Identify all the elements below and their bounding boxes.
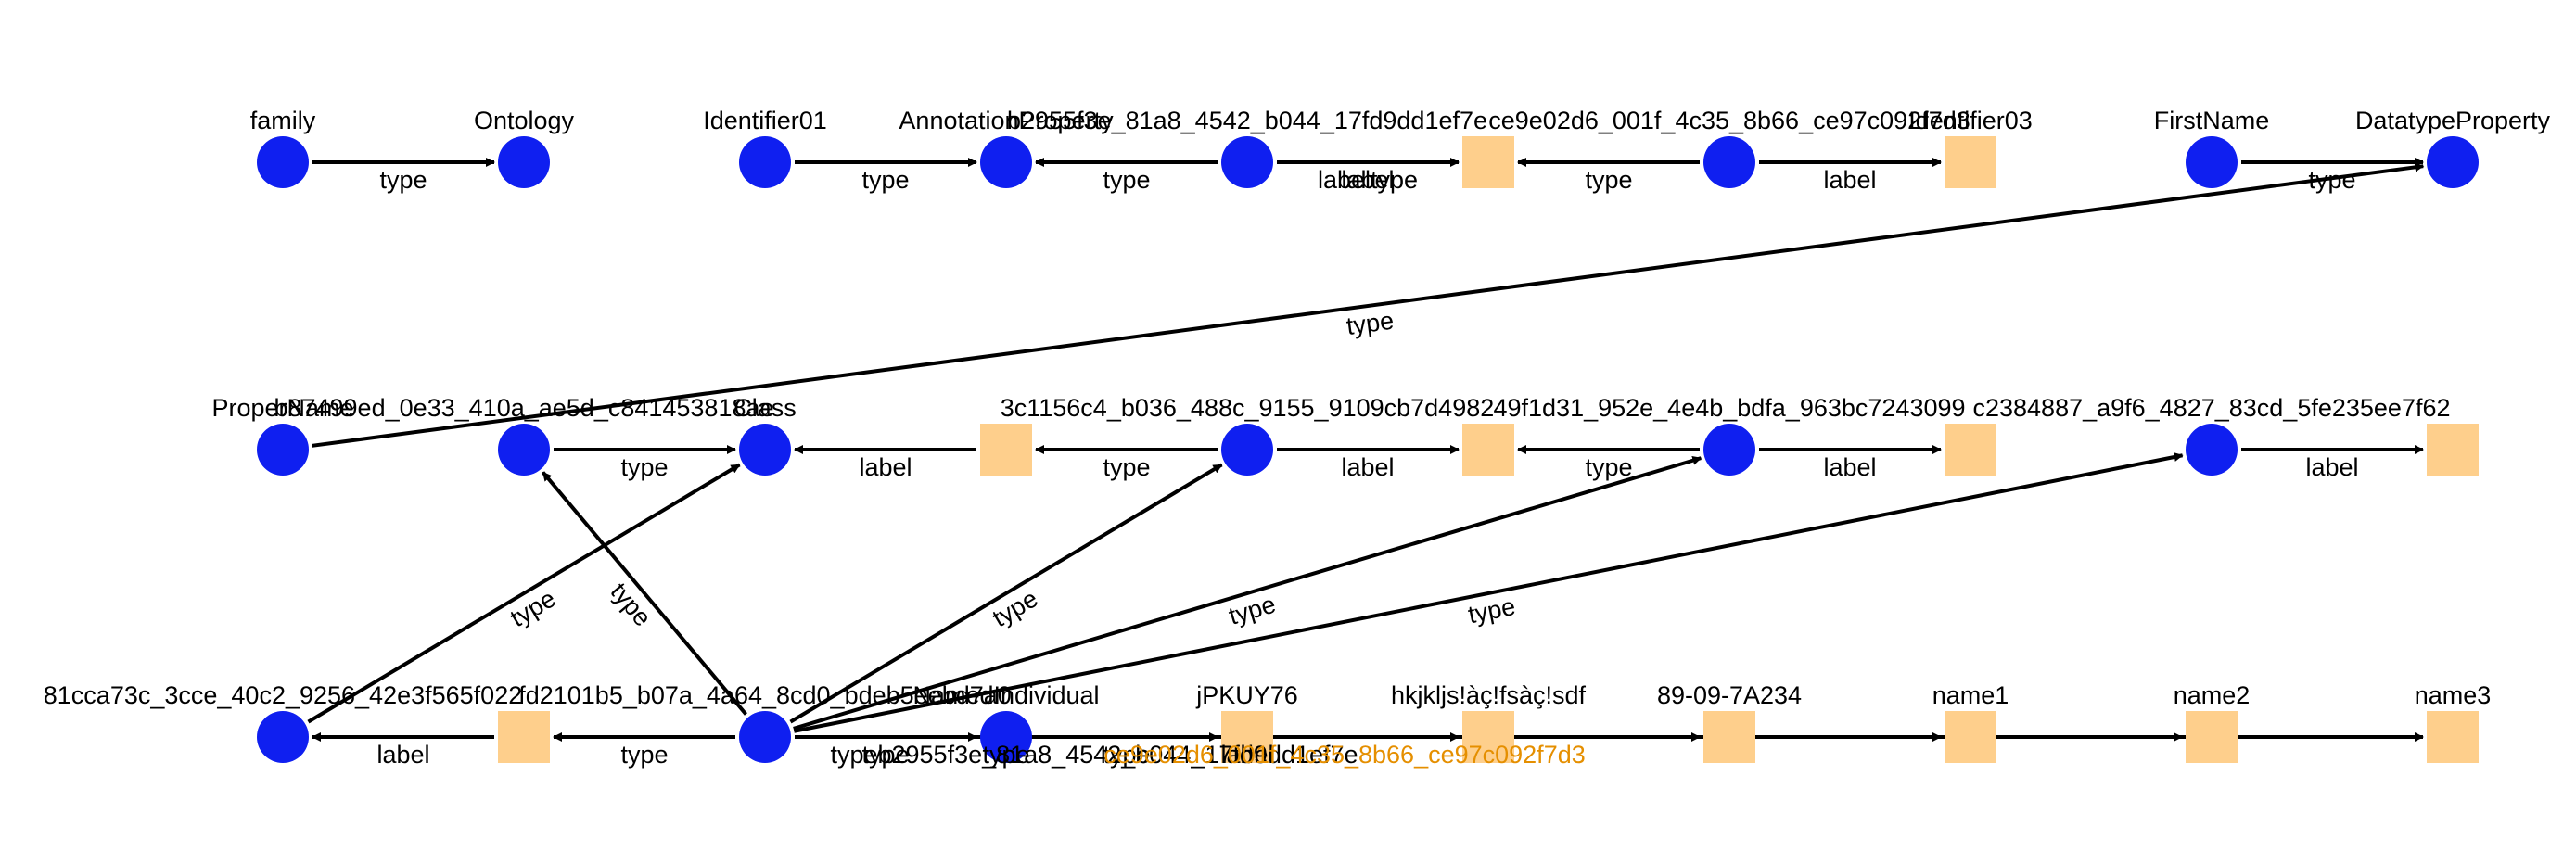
edge-label: type [606, 578, 657, 631]
node-label: 49f1d31_952e_4e4b_bdfa_963bc7243099 [1493, 394, 1965, 422]
resource-node-c2384887[interactable] [2186, 424, 2238, 476]
node-label: name3 [2415, 681, 2492, 709]
resource-node-b2955f3e[interactable] [1221, 136, 1273, 188]
node-label: ce9e02d6_001f_4c35_8b66_ce97c092f7d3 [1488, 107, 1970, 134]
edge-label: type [2308, 166, 2355, 194]
literal-node-name1[interactable] [1945, 711, 1996, 763]
literal-node-lit_bot1[interactable] [498, 711, 550, 763]
edge-label: label [1220, 741, 1273, 769]
node-label: hkjkljs!àç!fsàç!sdf [1391, 681, 1587, 709]
edge-label: label [2305, 453, 2358, 481]
edge-label: type [620, 453, 668, 481]
resource-node-ontology[interactable] [498, 136, 550, 188]
literal-node-jpkuy76[interactable] [1221, 711, 1273, 763]
resource-node-49f1d31[interactable] [1703, 424, 1755, 476]
resource-node-datatypeproperty[interactable] [2427, 136, 2479, 188]
resource-node-namedindividual[interactable] [980, 711, 1032, 763]
node-label: b2955f3e_81a8_4542_b044_17fd9dd1ef7e [1007, 107, 1487, 134]
resource-node-b87499ed[interactable] [498, 424, 550, 476]
edge-label: label [859, 453, 912, 481]
edge-fd2101b5-to-49f1d31 [793, 455, 1702, 731]
node-label: FirstName [2154, 107, 2270, 134]
node-label: 89-09-7A234 [1657, 681, 1802, 709]
node-label: Identifier03 [1908, 107, 2033, 134]
node-label: DatatypeProperty [2355, 107, 2551, 134]
edge-label: type [1103, 166, 1150, 194]
resource-node-propername[interactable] [257, 424, 309, 476]
literal-node-name3[interactable] [2427, 711, 2479, 763]
edge-label: type [982, 741, 1029, 769]
node-label: b87499ed_0e33_410a_ae5d_c841453818ae [274, 394, 773, 422]
literal-node-hkjkljs[interactable] [1462, 711, 1514, 763]
node-label: AnnotationProperty [899, 107, 1114, 134]
edge-label: type [1585, 453, 1632, 481]
node-label: Identifier01 [703, 107, 827, 134]
edge-label: type [861, 741, 909, 769]
edges-layer [307, 158, 2425, 742]
edge-label: type [379, 166, 427, 194]
resource-node-class[interactable] [739, 424, 791, 476]
resource-node-identifier01[interactable] [739, 136, 791, 188]
overlap-literal-label: ce9e02d6_001f_4c35_8b66_ce97c092f7d3 [1103, 741, 1586, 769]
node-label: jPKUY76 [1195, 681, 1298, 709]
node-label: c2384887_a9f6_4827_83cd_5fe235ee7f62 [1972, 394, 2450, 422]
node-label: ProperName [211, 394, 353, 422]
literal-node-identifier03[interactable] [1945, 136, 1996, 188]
nodes-layer [257, 136, 2479, 763]
edge-label: label [1341, 453, 1394, 481]
edge-propername-to-datatypeproperty [312, 162, 2425, 448]
literal-node-lit_mid1[interactable] [980, 424, 1032, 476]
node-label: name1 [1932, 681, 2009, 709]
edge-label: type [620, 741, 668, 769]
edge-label: type [988, 584, 1042, 632]
edge-fd2101b5-to-c2384887 [793, 452, 2184, 733]
node-label: 3c1156c4_b036_488c_9155_9109cb7d4982 [1001, 394, 1495, 422]
edge-label: label [376, 741, 429, 769]
node-label: Ontology [474, 107, 575, 134]
edge-fd2101b5-to-b87499ed [542, 471, 747, 716]
literal-node-lit_mid3[interactable] [1945, 424, 1996, 476]
literal-node-lit_top1[interactable] [1462, 136, 1514, 188]
node-label: NamedIndividual [912, 681, 1099, 709]
node-label: name2 [2174, 681, 2251, 709]
resource-node-firstname[interactable] [2186, 136, 2238, 188]
resource-node-81cca73c[interactable] [257, 711, 309, 763]
edge-label: type [1103, 741, 1150, 769]
edge-label: label [1341, 166, 1394, 194]
literal-node-lit_mid2[interactable] [1462, 424, 1514, 476]
literal-node-name2[interactable] [2186, 711, 2238, 763]
resource-node-family[interactable] [257, 136, 309, 188]
literal-node-lit_mid4[interactable] [2427, 424, 2479, 476]
node-label: 81cca73c_3cce_40c2_9256_42e3f565f022 [44, 681, 522, 709]
edge-label: label [1823, 453, 1876, 481]
overlap-edge-label: typeb2955f3e_81a8_4542_b044_17fd9dd1ef7e [830, 741, 1358, 769]
edge-label: type [1103, 453, 1150, 481]
edge-label: type [505, 584, 560, 632]
literal-node-d890907[interactable] [1703, 711, 1755, 763]
resource-node-annotationproperty[interactable] [980, 136, 1032, 188]
node-label: family [250, 107, 316, 134]
node-label: fd2101b5_b07a_4a64_8cd0_bdeb5eebd7a0 [518, 681, 1012, 709]
edge-81cca73c-to-class [307, 463, 741, 724]
resource-node-3c1156c4[interactable] [1221, 424, 1273, 476]
overlap-edge-label-top: labeltype [1318, 166, 1418, 194]
edge-label: type [1345, 307, 1396, 340]
edge-label: type [861, 166, 909, 194]
edge-fd2101b5-to-3c1156c4 [789, 463, 1223, 724]
resource-node-fd2101b5[interactable] [739, 711, 791, 763]
edge-label: type [1585, 166, 1632, 194]
resource-node-ce9e02d6[interactable] [1703, 136, 1755, 188]
edge-label: label [1823, 166, 1876, 194]
node-label: Class [733, 394, 797, 422]
